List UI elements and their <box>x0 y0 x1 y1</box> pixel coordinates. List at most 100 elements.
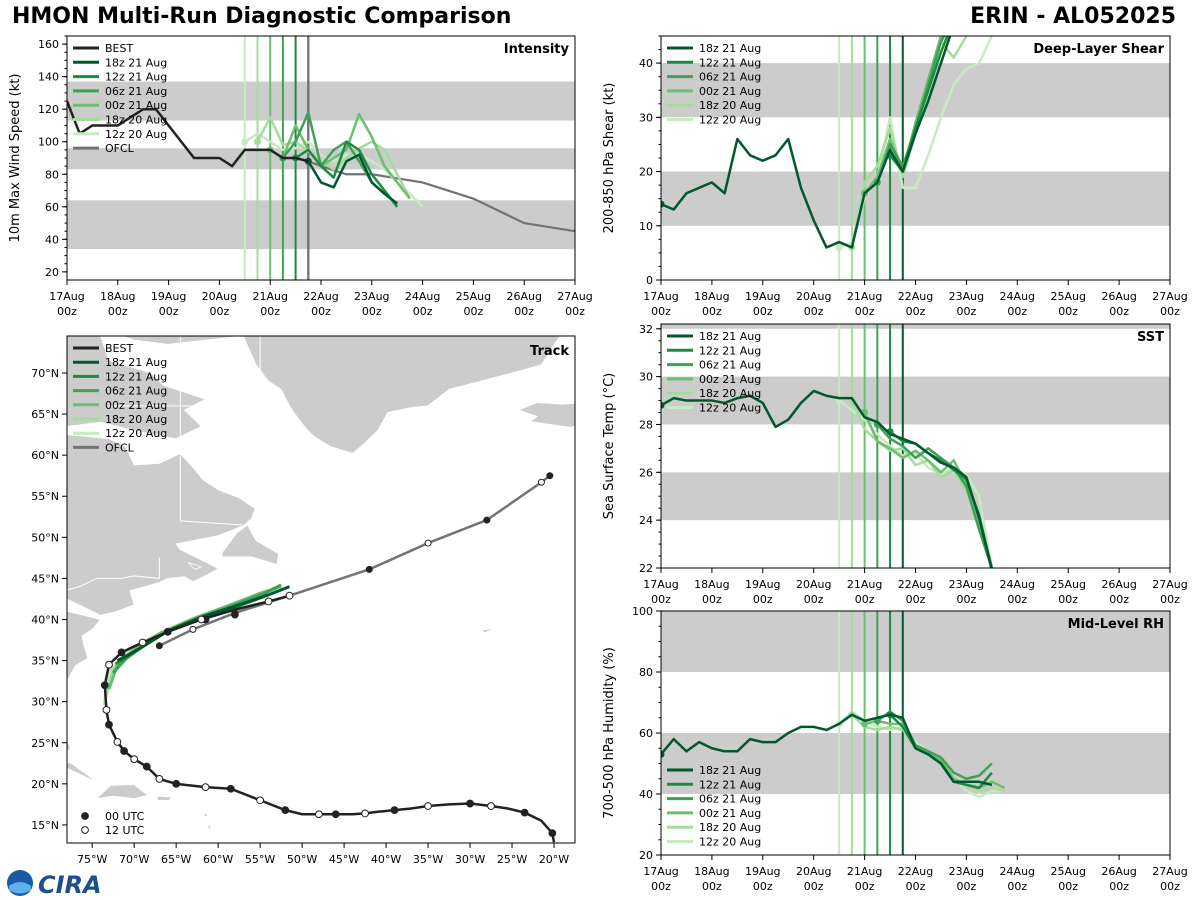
landmass <box>206 825 211 832</box>
panel-title: Intensity <box>504 42 570 57</box>
x-tick-sublabel: 00z <box>804 305 824 318</box>
x-tick-label: 25Aug <box>456 290 491 303</box>
panel-rh: 20 40 60 80 100 17Aug 00z 18Aug 00z 19Aug 00z 20Aug… <box>602 605 1188 893</box>
marker-legend-symbol <box>81 826 89 834</box>
x-tick-sublabel: 00z <box>957 305 977 318</box>
series-line-0 <box>661 389 993 568</box>
x-tick-label: 26Aug <box>506 290 541 303</box>
best-point-00utc <box>548 829 557 838</box>
x-tick-sublabel: 00z <box>108 305 128 318</box>
legend-label: 06z 21 Aug <box>699 71 761 84</box>
panel-sst: 22 24 26 28 30 32 17Aug 00z 18Aug 00z 19Aug 00z 20Au… <box>602 323 1188 606</box>
x-tick-sublabel: 00z <box>1160 880 1180 893</box>
x-tick-label: 23Aug <box>354 290 389 303</box>
x-tick-label: 22Aug <box>303 290 338 303</box>
series-start-point <box>661 401 665 409</box>
border-line <box>108 336 261 407</box>
x-tick-sublabel: 00z <box>1007 305 1027 318</box>
y-tick-label: 28 <box>639 418 653 431</box>
lat-tick-label: 50°N <box>31 531 59 544</box>
x-tick-label: 20Aug <box>796 865 831 878</box>
lat-tick-label: 35°N <box>31 655 59 668</box>
x-tick-sublabel: 00z <box>702 880 722 893</box>
x-tick-sublabel: 00z <box>1109 880 1129 893</box>
lon-tick-label: 20°W <box>539 853 569 866</box>
best-point-12utc <box>197 615 206 624</box>
best-point-00utc <box>466 799 474 808</box>
shaded-band <box>661 611 1170 672</box>
best-point-00utc <box>172 779 181 788</box>
x-tick-label: 26Aug <box>1101 578 1136 591</box>
series-start-point <box>661 200 665 208</box>
x-tick-label: 18Aug <box>694 290 729 303</box>
panel-track: 75°W 70°W 65°W 60°W 55°W 50°W 45°W 40°W 35°W 30°W… <box>31 335 582 866</box>
legend-label: OFCL <box>105 142 135 155</box>
ofcl-point <box>483 516 491 524</box>
lat-tick-label: 25°N <box>31 737 59 750</box>
x-tick-sublabel: 00z <box>210 305 230 318</box>
y-tick-label: 20 <box>639 166 653 179</box>
x-tick-label: 21Aug <box>252 290 287 303</box>
x-tick-label: 27Aug <box>1152 290 1187 303</box>
lat-tick-label: 55°N <box>31 490 59 503</box>
landmass <box>95 784 149 800</box>
y-axis-label: 200-850 hPa Shear (kt) <box>602 83 617 234</box>
x-tick-label: 22Aug <box>898 578 933 591</box>
x-tick-label: 18Aug <box>694 578 729 591</box>
ofcl-point <box>189 625 197 633</box>
x-tick-sublabel: 00z <box>362 305 382 318</box>
x-tick-sublabel: 00z <box>1058 880 1078 893</box>
legend-label: 18z 20 Aug <box>105 114 167 127</box>
legend-label: 00z 21 Aug <box>699 373 761 386</box>
y-tick-label: 20 <box>45 266 59 279</box>
plot-area-rh <box>661 611 1170 855</box>
series-start-point <box>661 750 665 758</box>
legend-label: BEST <box>105 342 133 355</box>
legend-label: 18z 21 Aug <box>699 42 761 55</box>
lon-tick-label: 50°W <box>287 853 317 866</box>
plot-area-sst <box>661 324 1170 568</box>
best-point-12utc <box>138 638 147 647</box>
x-tick-sublabel: 00z <box>311 305 331 318</box>
best-point-12utc <box>130 755 139 764</box>
x-tick-label: 25Aug <box>1050 290 1085 303</box>
x-tick-sublabel: 00z <box>514 305 534 318</box>
x-tick-sublabel: 00z <box>1058 593 1078 606</box>
x-tick-label: 18Aug <box>100 290 135 303</box>
x-tick-label: 25Aug <box>1050 865 1085 878</box>
x-tick-sublabel: 00z <box>855 880 875 893</box>
y-tick-label: 60 <box>45 201 59 214</box>
x-tick-label: 27Aug <box>1152 578 1187 591</box>
landmass <box>120 336 561 454</box>
x-tick-label: 20Aug <box>796 290 831 303</box>
y-tick-label: 100 <box>632 605 653 618</box>
landmass <box>579 679 582 681</box>
lat-tick-label: 30°N <box>31 696 59 709</box>
best-point-12utc <box>487 802 495 810</box>
lat-tick-label: 15°N <box>31 819 59 832</box>
x-tick-label: 19Aug <box>745 865 780 878</box>
series-start-point <box>861 720 869 728</box>
panel-title: Deep-Layer Shear <box>1033 42 1164 57</box>
y-tick-label: 120 <box>38 103 59 116</box>
x-tick-label: 23Aug <box>949 290 984 303</box>
best-point-12utc <box>256 796 265 805</box>
legend-label: 12z 21 Aug <box>699 778 761 791</box>
x-tick-sublabel: 00z <box>1109 305 1129 318</box>
legend-label: 06z 21 Aug <box>105 385 167 398</box>
x-tick-label: 17Aug <box>643 578 678 591</box>
x-tick-sublabel: 00z <box>957 880 977 893</box>
series-start-point <box>254 138 261 146</box>
best-point-00utc <box>117 648 126 657</box>
page-title: HMON Multi-Run Diagnostic Comparison <box>12 4 512 29</box>
ofcl-point <box>537 478 545 486</box>
x-tick-label: 19Aug <box>151 290 186 303</box>
y-tick-label: 30 <box>639 111 653 124</box>
legend-label: 00z 21 Aug <box>105 399 167 412</box>
x-tick-sublabel: 00z <box>1109 593 1129 606</box>
x-tick-sublabel: 00z <box>464 305 484 318</box>
y-axis-label: 700-500 hPa Humidity (%) <box>602 647 617 819</box>
x-tick-sublabel: 00z <box>1007 880 1027 893</box>
x-tick-sublabel: 00z <box>753 880 773 893</box>
